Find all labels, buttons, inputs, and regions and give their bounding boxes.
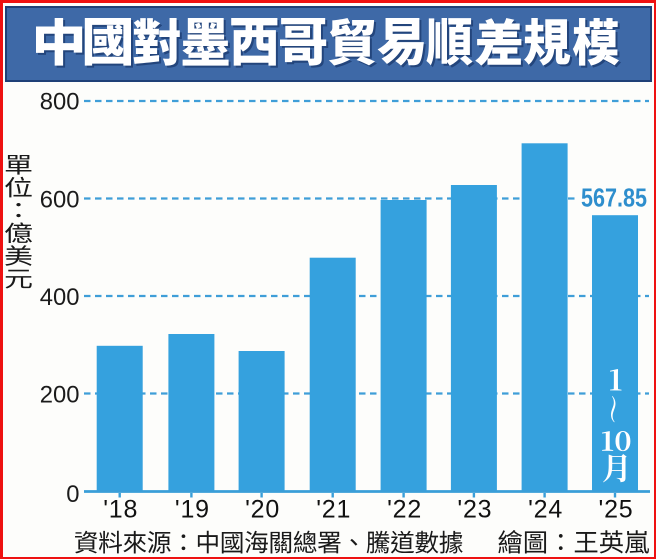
svg-text:'20: '20 xyxy=(245,495,280,523)
svg-text:400: 400 xyxy=(40,284,80,311)
svg-text:'18: '18 xyxy=(103,495,138,523)
svg-text:'22: '22 xyxy=(387,495,422,523)
svg-text:'25: '25 xyxy=(599,495,634,523)
svg-text:'19: '19 xyxy=(175,495,210,523)
svg-text:600: 600 xyxy=(40,187,80,214)
svg-text:'21: '21 xyxy=(316,495,351,523)
svg-text:200: 200 xyxy=(40,381,80,408)
svg-text:567.85: 567.85 xyxy=(581,183,647,213)
svg-text:'23: '23 xyxy=(457,495,492,523)
svg-text:'24: '24 xyxy=(528,495,563,523)
svg-text:0: 0 xyxy=(66,481,79,508)
svg-text:800: 800 xyxy=(40,89,80,116)
